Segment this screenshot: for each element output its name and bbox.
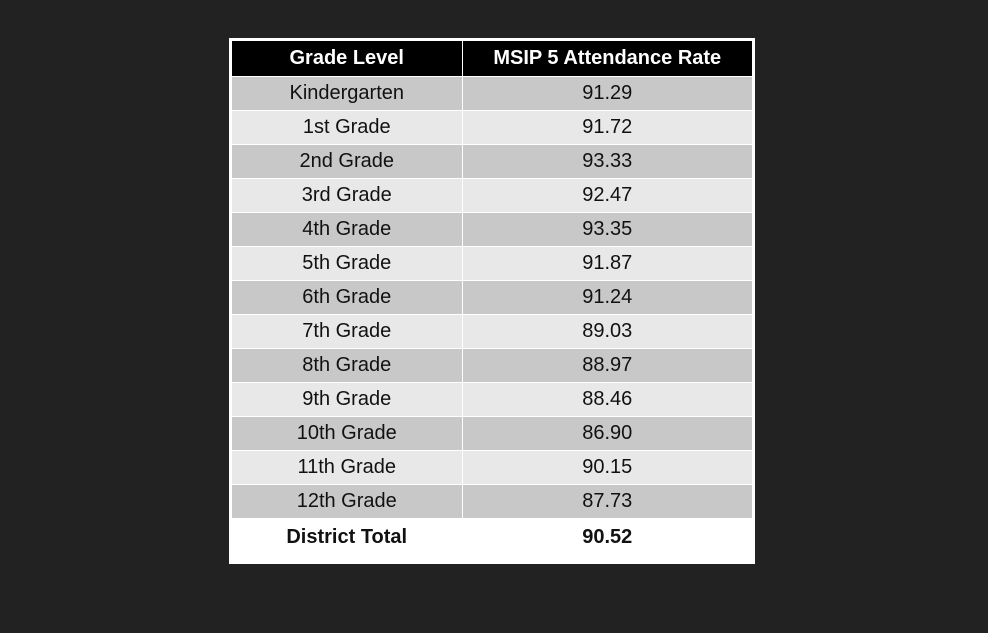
grade-cell: 4th Grade [232,212,463,247]
rate-cell: 88.46 [462,382,752,417]
table-row: 9th Grade 88.46 [232,382,752,417]
grade-cell: 10th Grade [232,416,463,451]
grade-cell: Kindergarten [232,76,463,111]
rate-cell: 90.15 [462,450,752,485]
attendance-table-container: Grade Level MSIP 5 Attendance Rate Kinde… [229,38,755,564]
grade-cell: 11th Grade [232,450,463,485]
rate-cell: 93.33 [462,144,752,179]
rate-cell: 91.24 [462,280,752,315]
table-row: 12th Grade 87.73 [232,484,752,519]
rate-cell: 91.87 [462,246,752,281]
grade-cell: 12th Grade [232,484,463,519]
table-row: 6th Grade 91.24 [232,280,752,315]
rate-cell: 91.72 [462,110,752,145]
table-row: 8th Grade 88.97 [232,348,752,383]
grade-cell: 5th Grade [232,246,463,281]
rate-cell: 86.90 [462,416,752,451]
table-row: 11th Grade 90.15 [232,450,752,485]
rate-cell: 88.97 [462,348,752,383]
attendance-table: Grade Level MSIP 5 Attendance Rate Kinde… [232,41,752,555]
grade-cell: 1st Grade [232,110,463,145]
table-row: Kindergarten 91.29 [232,76,752,111]
table-row: 3rd Grade 92.47 [232,178,752,213]
rate-cell: 89.03 [462,314,752,349]
district-total-value: 90.52 [462,518,752,555]
grade-cell: 8th Grade [232,348,463,383]
rate-cell: 92.47 [462,178,752,213]
rate-cell: 91.29 [462,76,752,111]
grade-cell: 6th Grade [232,280,463,315]
district-total-label: District Total [232,518,463,555]
rate-cell: 87.73 [462,484,752,519]
header-grade-level: Grade Level [232,41,463,77]
header-attendance-rate: MSIP 5 Attendance Rate [462,41,752,77]
grade-cell: 2nd Grade [232,144,463,179]
table-row: 10th Grade 86.90 [232,416,752,451]
district-total-row: District Total 90.52 [232,518,752,555]
table-row: 2nd Grade 93.33 [232,144,752,179]
table-row: 5th Grade 91.87 [232,246,752,281]
rate-cell: 93.35 [462,212,752,247]
table-row: 1st Grade 91.72 [232,110,752,145]
grade-cell: 9th Grade [232,382,463,417]
table-row: 4th Grade 93.35 [232,212,752,247]
grade-cell: 7th Grade [232,314,463,349]
table-header-row: Grade Level MSIP 5 Attendance Rate [232,41,752,77]
table-row: 7th Grade 89.03 [232,314,752,349]
grade-cell: 3rd Grade [232,178,463,213]
